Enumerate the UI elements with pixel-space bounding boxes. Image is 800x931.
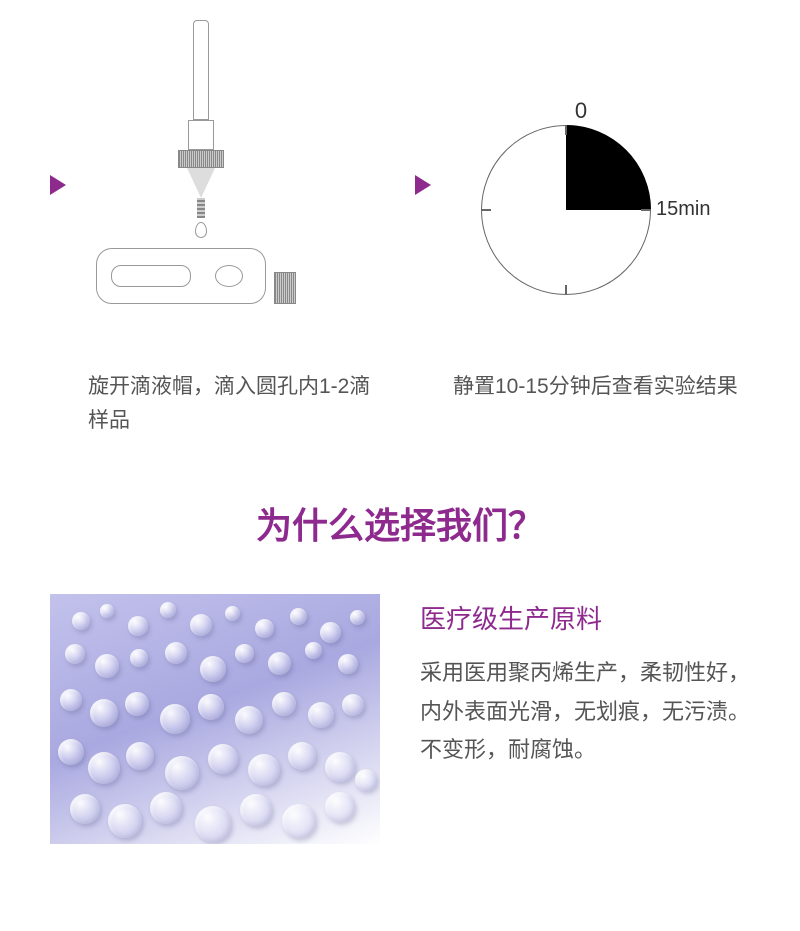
drop-icon [195, 222, 207, 238]
clock-tick [641, 209, 651, 211]
pellet [225, 606, 240, 621]
pellet [72, 612, 90, 630]
pellet [305, 642, 322, 659]
pellet [195, 806, 231, 842]
clock-tick [565, 285, 567, 295]
section-title: 为什么选择我们？ [0, 497, 800, 549]
pellet [90, 699, 118, 727]
pellet [342, 694, 364, 716]
pellet [320, 622, 341, 643]
clock-diagram: 0 15min [451, 20, 711, 350]
pellet [130, 649, 148, 667]
cassette-window [111, 265, 191, 287]
pellet [338, 654, 358, 674]
pellet [325, 792, 355, 822]
pellet [128, 616, 148, 636]
arrow-icon [415, 175, 431, 195]
step-caption: 旋开滴液帽，滴入圆孔内1-2滴样品 [50, 370, 385, 437]
pellet [65, 644, 85, 664]
feature-body: 采用医用聚丙烯生产，柔韧性好，内外表面光滑，无划痕，无污渍。不变形，耐腐蚀。 [420, 654, 750, 770]
pellet [160, 602, 176, 618]
pellet [255, 619, 274, 638]
pellet [108, 804, 142, 838]
cap-piece [274, 272, 296, 304]
pellet [126, 742, 154, 770]
pellet [88, 752, 120, 784]
material-pellets-image [50, 594, 380, 844]
pellet [350, 610, 365, 625]
pellet [160, 704, 190, 734]
step-caption: 静置10-15分钟后查看实验结果 [415, 370, 738, 404]
pellet [190, 614, 212, 636]
pellet [150, 792, 182, 824]
pellet [60, 689, 82, 711]
clock-right-label: 15min [656, 198, 710, 221]
cassette-well [215, 265, 243, 287]
pellet [165, 756, 199, 790]
step-drop-sample: 旋开滴液帽，滴入圆孔内1-2滴样品 [50, 20, 385, 437]
clock-elapsed-slice [481, 125, 651, 295]
pipette-grip [178, 150, 224, 168]
pellet [198, 694, 224, 720]
pellet [70, 794, 100, 824]
instructions-row: 旋开滴液帽，滴入圆孔内1-2滴样品 0 15min 静置10-15分钟后查看实验… [0, 0, 800, 437]
pipette-wide [188, 120, 214, 150]
step-wait: 0 15min 静置10-15分钟后查看实验结果 [415, 20, 750, 404]
pellet [248, 754, 280, 786]
pellet [95, 654, 119, 678]
feature-row: 医疗级生产原料 采用医用聚丙烯生产，柔韧性好，内外表面光滑，无划痕，无污渍。不变… [0, 594, 800, 844]
pellet [100, 604, 114, 618]
pipette-body [193, 20, 209, 120]
clock-tick [565, 125, 567, 135]
pellet [200, 656, 226, 682]
feature-text: 医疗级生产原料 采用医用聚丙烯生产，柔韧性好，内外表面光滑，无划痕，无污渍。不变… [420, 594, 750, 770]
clock-top-label: 0 [575, 98, 587, 124]
pellet [235, 644, 254, 663]
pellet [272, 692, 296, 716]
pellet [288, 742, 316, 770]
pellet [208, 744, 238, 774]
pellet [282, 804, 316, 838]
dropper-diagram [86, 20, 316, 350]
arrow-icon [50, 175, 66, 195]
pellet [325, 752, 355, 782]
pellet [268, 652, 291, 675]
pellet [235, 706, 263, 734]
feature-heading: 医疗级生产原料 [420, 599, 750, 636]
pellet [308, 702, 334, 728]
pellet [290, 608, 307, 625]
test-cassette [96, 248, 266, 304]
pellet [165, 642, 187, 664]
pellet [58, 739, 84, 765]
pellet [355, 769, 377, 791]
step-visual: 0 15min [415, 20, 750, 350]
clock-tick [481, 209, 491, 211]
pellet [240, 794, 272, 826]
pellet [125, 692, 149, 716]
pipette-tip [197, 198, 205, 218]
pipette-taper [187, 168, 215, 198]
step-visual [50, 20, 385, 350]
